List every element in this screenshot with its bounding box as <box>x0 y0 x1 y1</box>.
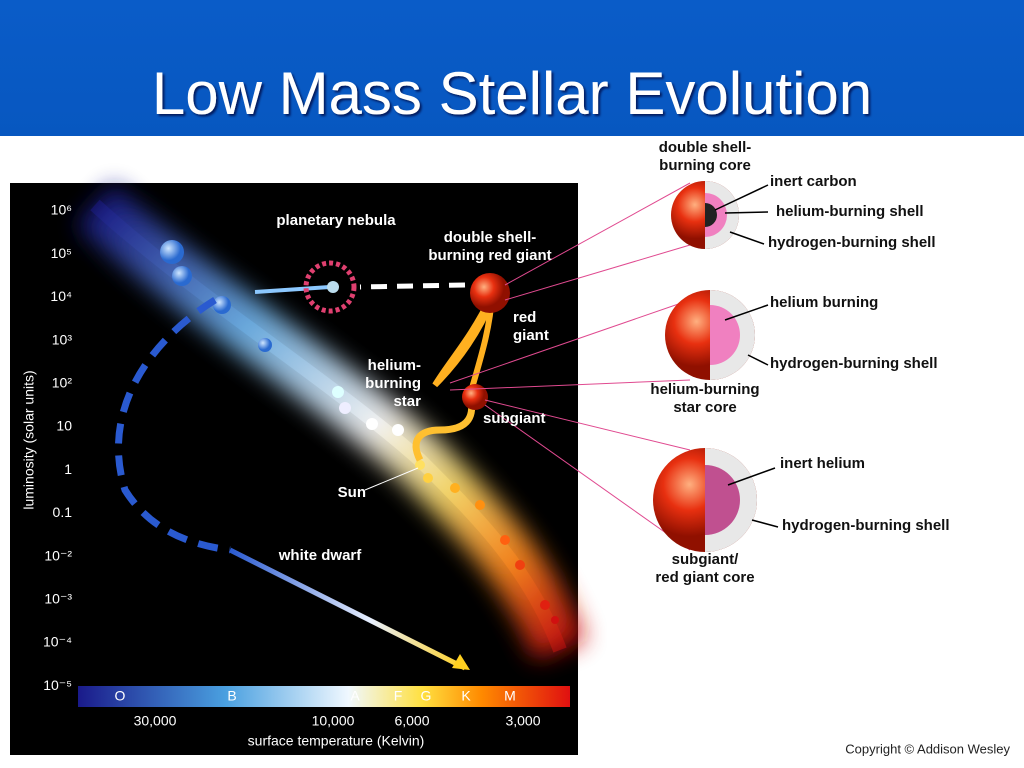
nebula-core <box>327 281 339 293</box>
red-giant-icon <box>470 273 510 313</box>
stars <box>160 240 559 624</box>
label: white dwarf <box>278 547 363 564</box>
label: planetary nebula <box>276 212 396 229</box>
hr-panel <box>10 183 578 755</box>
core-caption: double shell- <box>659 139 752 156</box>
spectral-bar <box>78 686 570 707</box>
collapse-path <box>114 297 231 554</box>
x-tick-label: 30,000 <box>134 713 177 729</box>
subgiant-icon <box>462 384 488 410</box>
y-tick-label: 10³ <box>52 331 73 347</box>
core-pointers <box>714 184 779 528</box>
spectral-class: B <box>227 688 236 704</box>
x-tick-label: 3,000 <box>505 713 540 729</box>
connector-lines <box>449 182 691 551</box>
core-part: hydrogen-burning shell <box>770 355 938 372</box>
core-part: helium-burning shell <box>776 203 924 220</box>
core-caption: burning core <box>659 157 751 174</box>
nebula-path <box>254 285 331 294</box>
y-tick-label: 10⁵ <box>51 245 72 261</box>
y-tick-label: 10² <box>52 375 73 391</box>
y-tick-label: 10⁻⁵ <box>43 677 72 693</box>
white-dwarf-track <box>228 547 467 671</box>
spectral-class: K <box>461 688 471 704</box>
ejection-path <box>359 282 466 290</box>
core-part: hydrogen-burning shell <box>782 517 950 534</box>
y-tick-label: 0.1 <box>53 504 73 520</box>
core-caption: star core <box>673 399 736 416</box>
label: burning <box>365 375 421 392</box>
core-part: hydrogen-burning shell <box>768 234 936 251</box>
spectral-class: A <box>350 688 360 704</box>
core-caption: helium-burning <box>650 381 759 398</box>
label: burning red giant <box>428 247 551 264</box>
spectral-class: G <box>421 688 432 704</box>
spectral-class: F <box>394 688 403 704</box>
x-tick-label: 10,000 <box>312 713 355 729</box>
core-caption: subgiant/ <box>672 551 739 568</box>
y-tick-label: 10⁶ <box>51 202 72 218</box>
label: star <box>393 393 421 410</box>
header <box>0 0 1024 136</box>
core-caption: red giant core <box>655 569 754 586</box>
y-tick-label: 10⁴ <box>50 288 72 304</box>
label: giant <box>513 327 549 344</box>
copyright: Copyright © Addison Wesley <box>845 741 1010 756</box>
arrow-head <box>452 654 470 670</box>
spectral-class: M <box>504 688 516 704</box>
y-tick-label: 1 <box>64 461 72 477</box>
core-diagrams <box>653 181 757 552</box>
y-tick-label: 10 <box>56 418 72 434</box>
spectral-class: O <box>115 688 126 704</box>
sun-pointer <box>364 467 419 491</box>
core-part: helium burning <box>770 294 878 311</box>
x-tick-label: 6,000 <box>394 713 429 729</box>
label: red <box>513 309 536 326</box>
label: subgiant <box>483 410 546 427</box>
core-part: inert helium <box>780 455 865 472</box>
label: double shell- <box>444 229 537 246</box>
x-axis-label: surface temperature (Kelvin) <box>248 733 425 749</box>
label: helium- <box>368 357 421 374</box>
core-part: inert carbon <box>770 173 857 190</box>
y-tick-label: 10⁻³ <box>44 591 72 607</box>
y-tick-label: 10⁻⁴ <box>43 634 72 650</box>
y-tick-label: 10⁻² <box>44 547 72 563</box>
title: Low Mass Stellar Evolution <box>152 60 872 127</box>
subgiant-track <box>412 394 476 462</box>
y-axis-label: luminosity (solar units) <box>21 370 37 509</box>
planetary-nebula-icon <box>303 260 357 314</box>
giant-track <box>432 293 495 396</box>
label: Sun <box>338 484 366 501</box>
